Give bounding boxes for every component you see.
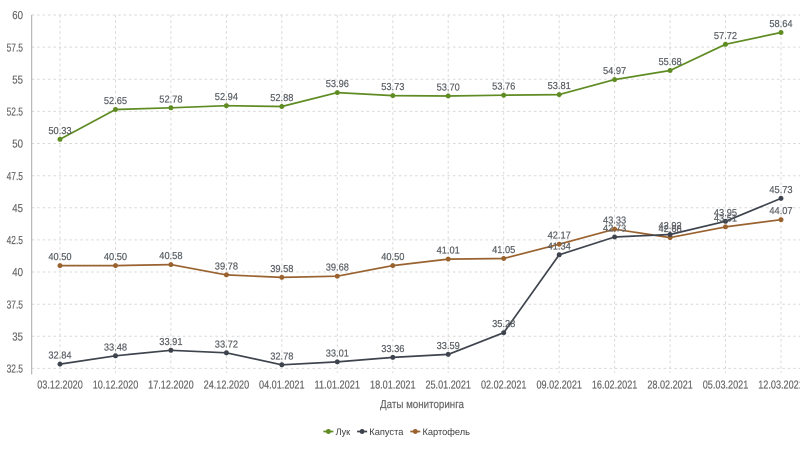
svg-text:45: 45 [12, 203, 23, 215]
svg-text:55.68: 55.68 [659, 57, 683, 68]
svg-text:18.01.2021: 18.01.2021 [370, 380, 416, 392]
svg-text:53.73: 53.73 [381, 82, 405, 93]
svg-text:47.5: 47.5 [7, 171, 23, 183]
svg-text:28.02.2021: 28.02.2021 [647, 380, 693, 392]
svg-text:54.97: 54.97 [603, 66, 627, 77]
svg-text:03.12.2020: 03.12.2020 [37, 380, 83, 392]
svg-text:10.12.2020: 10.12.2020 [93, 380, 139, 392]
svg-text:42.5: 42.5 [7, 235, 23, 247]
svg-text:40: 40 [12, 267, 23, 279]
svg-text:52.88: 52.88 [270, 93, 294, 104]
svg-text:57.72: 57.72 [714, 31, 738, 42]
svg-text:Картофель: Картофель [423, 427, 471, 438]
svg-text:53.70: 53.70 [437, 83, 461, 94]
svg-text:53.81: 53.81 [548, 81, 572, 92]
svg-text:41.05: 41.05 [492, 245, 516, 256]
svg-text:43.33: 43.33 [603, 216, 627, 227]
svg-text:52.5: 52.5 [7, 107, 23, 119]
svg-text:33.59: 33.59 [437, 341, 461, 352]
svg-text:53.96: 53.96 [326, 79, 350, 90]
svg-text:39.78: 39.78 [215, 261, 239, 272]
svg-text:Лук: Лук [336, 427, 351, 438]
svg-text:33.48: 33.48 [104, 342, 128, 353]
svg-text:52.78: 52.78 [159, 94, 183, 105]
svg-text:24.12.2020: 24.12.2020 [204, 380, 250, 392]
svg-text:40.58: 40.58 [159, 251, 183, 262]
svg-text:12.03.2021: 12.03.2021 [758, 380, 800, 392]
svg-text:42.68: 42.68 [659, 224, 683, 235]
svg-text:42.73: 42.73 [603, 224, 627, 235]
svg-text:40.50: 40.50 [104, 252, 128, 263]
svg-text:16.02.2021: 16.02.2021 [592, 380, 638, 392]
svg-text:35: 35 [12, 332, 23, 344]
svg-text:33.36: 33.36 [381, 344, 405, 355]
svg-text:33.72: 33.72 [215, 339, 239, 350]
svg-text:02.02.2021: 02.02.2021 [481, 380, 527, 392]
svg-text:25.01.2021: 25.01.2021 [425, 380, 471, 392]
svg-text:58.64: 58.64 [769, 19, 793, 30]
svg-text:41.01: 41.01 [437, 246, 461, 257]
svg-text:Даты мониторинга: Даты мониторинга [380, 399, 465, 411]
svg-text:40.50: 40.50 [48, 252, 72, 263]
svg-text:33.91: 33.91 [159, 337, 183, 348]
svg-text:45.73: 45.73 [769, 185, 793, 196]
svg-text:32.84: 32.84 [48, 351, 72, 362]
svg-text:60: 60 [12, 10, 23, 22]
svg-text:50.33: 50.33 [48, 126, 72, 137]
svg-text:52.94: 52.94 [215, 92, 239, 103]
svg-text:Капуста: Капуста [369, 427, 404, 438]
svg-text:42.17: 42.17 [548, 231, 572, 242]
svg-text:05.03.2021: 05.03.2021 [703, 380, 749, 392]
svg-text:57.5: 57.5 [7, 42, 23, 54]
svg-text:43.51: 43.51 [714, 213, 738, 224]
svg-text:04.01.2021: 04.01.2021 [259, 380, 305, 392]
svg-text:17.12.2020: 17.12.2020 [148, 380, 194, 392]
svg-text:52.65: 52.65 [104, 96, 128, 107]
svg-text:39.68: 39.68 [326, 263, 350, 274]
svg-text:33.01: 33.01 [326, 348, 350, 359]
svg-text:40.50: 40.50 [381, 252, 405, 263]
svg-text:32.78: 32.78 [270, 351, 294, 362]
svg-text:41.34: 41.34 [548, 241, 572, 252]
svg-text:11.01.2021: 11.01.2021 [315, 380, 361, 392]
svg-text:43.95: 43.95 [714, 208, 738, 219]
svg-text:39.58: 39.58 [270, 264, 294, 275]
svg-text:32.5: 32.5 [7, 364, 23, 376]
svg-text:37.5: 37.5 [7, 299, 23, 311]
svg-text:44.07: 44.07 [769, 206, 793, 217]
svg-text:09.02.2021: 09.02.2021 [536, 380, 582, 392]
svg-text:42.92: 42.92 [659, 221, 683, 232]
svg-text:55: 55 [12, 75, 23, 87]
svg-text:53.76: 53.76 [492, 82, 516, 93]
svg-text:50: 50 [12, 139, 23, 151]
svg-text:35.28: 35.28 [492, 319, 516, 330]
